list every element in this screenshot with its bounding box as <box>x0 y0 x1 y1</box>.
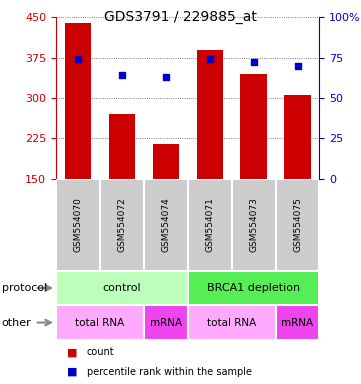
Text: ■: ■ <box>67 347 77 358</box>
Point <box>163 74 169 80</box>
Text: count: count <box>87 347 114 358</box>
Text: ■: ■ <box>67 366 77 377</box>
Text: total RNA: total RNA <box>75 318 125 328</box>
Bar <box>56 305 144 340</box>
Text: GSM554073: GSM554073 <box>249 197 258 252</box>
Bar <box>144 179 188 271</box>
Bar <box>56 179 100 271</box>
Point <box>207 56 213 62</box>
Text: mRNA: mRNA <box>282 318 314 328</box>
Bar <box>284 95 311 179</box>
Bar <box>65 23 91 179</box>
Bar <box>144 305 188 340</box>
Point <box>119 72 125 78</box>
Text: GDS3791 / 229885_at: GDS3791 / 229885_at <box>104 10 257 23</box>
Text: other: other <box>2 318 31 328</box>
Point <box>251 60 257 66</box>
Bar <box>56 271 188 305</box>
Bar <box>240 74 267 179</box>
Text: percentile rank within the sample: percentile rank within the sample <box>87 366 252 377</box>
Bar <box>153 144 179 179</box>
Point <box>75 56 81 62</box>
Text: GSM554070: GSM554070 <box>73 197 82 252</box>
Text: BRCA1 depletion: BRCA1 depletion <box>207 283 300 293</box>
Text: GSM554072: GSM554072 <box>117 197 126 252</box>
Bar <box>188 179 232 271</box>
Bar <box>100 179 144 271</box>
Text: mRNA: mRNA <box>150 318 182 328</box>
Point <box>295 63 300 69</box>
Text: GSM554075: GSM554075 <box>293 197 302 252</box>
Text: GSM554074: GSM554074 <box>161 197 170 252</box>
Text: total RNA: total RNA <box>207 318 256 328</box>
Text: protocol: protocol <box>2 283 47 293</box>
Bar <box>188 305 275 340</box>
Text: GSM554071: GSM554071 <box>205 197 214 252</box>
Bar <box>275 305 319 340</box>
Bar <box>232 179 275 271</box>
Text: control: control <box>103 283 141 293</box>
Bar <box>275 179 319 271</box>
Bar <box>188 271 319 305</box>
Bar <box>196 50 223 179</box>
Bar <box>109 114 135 179</box>
